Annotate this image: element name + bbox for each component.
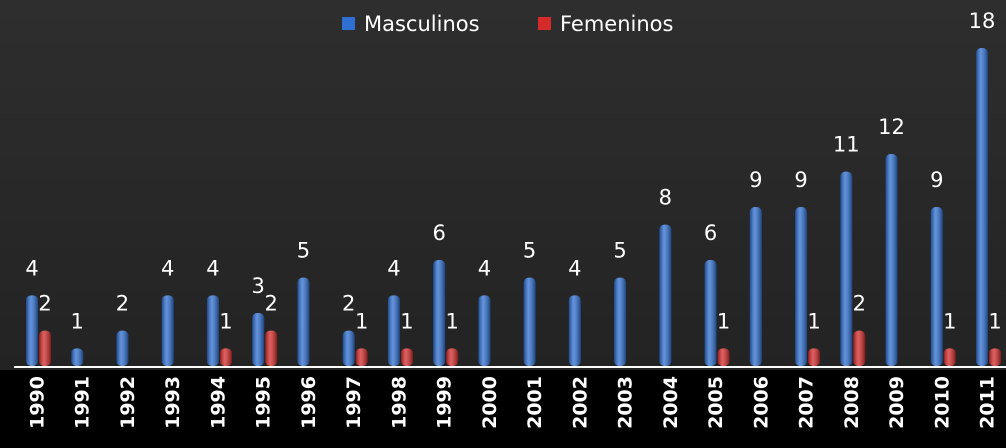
data-label: 1 <box>71 309 84 333</box>
data-label: 2 <box>265 292 278 316</box>
data-label: 1 <box>445 309 458 333</box>
data-label: 4 <box>25 256 38 280</box>
data-label: 9 <box>749 168 762 192</box>
bar-shade <box>26 295 38 366</box>
data-label: 11 <box>833 133 860 157</box>
x-tick-label: 2004 <box>660 376 682 429</box>
data-label: 4 <box>206 256 219 280</box>
bar-shade <box>39 330 51 366</box>
bar-shade <box>219 348 232 366</box>
bar-shade <box>749 207 762 366</box>
data-label: 1 <box>400 309 413 333</box>
x-tick-label: 1997 <box>343 376 365 429</box>
x-tick-label: 2008 <box>841 376 863 429</box>
legend-swatch <box>342 17 355 30</box>
data-label: 1 <box>943 309 956 333</box>
data-label: 2 <box>116 292 129 316</box>
bar-shade <box>704 260 717 366</box>
data-label: 4 <box>568 256 581 280</box>
data-label: 8 <box>659 186 672 210</box>
bar-shade <box>116 330 129 366</box>
data-label: 4 <box>161 256 174 280</box>
bar-shade <box>885 154 898 366</box>
data-label: 2 <box>342 292 355 316</box>
bar-shade <box>976 48 988 366</box>
bar-shade <box>943 348 956 366</box>
bar-shade <box>252 313 265 366</box>
x-tick-label: 1996 <box>298 376 320 429</box>
x-tick-label: 2001 <box>524 376 546 429</box>
bar-shade <box>206 295 219 366</box>
x-tick-label: 1995 <box>253 376 275 429</box>
bar-shade <box>853 330 866 366</box>
x-tick-label: 2011 <box>977 376 999 429</box>
x-tick-label: 2003 <box>615 376 637 429</box>
x-tick-label: 1994 <box>207 376 229 429</box>
data-label: 18 <box>969 9 996 33</box>
x-tick-label: 1998 <box>388 376 410 429</box>
bar-shade <box>930 207 943 366</box>
data-label: 5 <box>613 239 626 263</box>
bar-shade <box>71 348 84 366</box>
x-tick-label: 1999 <box>434 376 456 429</box>
bar-shade <box>297 277 310 366</box>
data-label: 4 <box>478 256 491 280</box>
x-tick-label: 1992 <box>117 376 139 429</box>
x-tick-label: 2002 <box>569 376 591 429</box>
data-label: 5 <box>523 239 536 263</box>
data-label: 12 <box>878 115 905 139</box>
x-tick-label: 2007 <box>796 376 818 429</box>
data-label: 1 <box>355 309 368 333</box>
bar-shade <box>342 330 355 366</box>
data-label: 1 <box>807 309 820 333</box>
data-label: 6 <box>704 221 717 245</box>
bar-shade <box>446 348 459 366</box>
bar-shade <box>808 348 821 366</box>
x-tick-label: 1993 <box>162 376 184 429</box>
data-label: 1 <box>717 309 730 333</box>
bar-shade <box>355 348 368 366</box>
legend-swatch <box>538 17 551 30</box>
bar-shade <box>387 295 400 366</box>
data-label: 1 <box>988 309 1001 333</box>
bar-shade <box>568 295 581 366</box>
bar-shade <box>795 207 808 366</box>
bar-shade <box>614 277 627 366</box>
data-label: 6 <box>432 221 445 245</box>
data-label: 1 <box>219 309 232 333</box>
bar-shade <box>161 295 174 366</box>
x-tick-label: 1990 <box>27 376 49 429</box>
legend-label: Femeninos <box>560 12 673 36</box>
bar-shade <box>989 348 1001 366</box>
data-label: 5 <box>297 239 310 263</box>
data-label: 2 <box>38 292 51 316</box>
bar-shade <box>265 330 278 366</box>
x-tick-label: 2010 <box>931 376 953 429</box>
data-label: 4 <box>387 256 400 280</box>
data-label: 2 <box>853 292 866 316</box>
data-label: 9 <box>930 168 943 192</box>
x-tick-label: 2005 <box>705 376 727 429</box>
x-tick-label: 1991 <box>72 376 94 429</box>
bar-shade <box>840 171 853 366</box>
x-tick-label: 2009 <box>886 376 908 429</box>
bar-shade <box>717 348 730 366</box>
bar-shade <box>659 224 672 366</box>
bar-shade <box>400 348 413 366</box>
data-label: 3 <box>252 274 265 298</box>
data-label: 9 <box>794 168 807 192</box>
bar-shade <box>433 260 446 366</box>
legend-label: Masculinos <box>364 12 480 36</box>
bar-shade <box>478 295 491 366</box>
x-tick-label: 2000 <box>479 376 501 429</box>
bar-shade <box>523 277 536 366</box>
x-tick-label: 2006 <box>750 376 772 429</box>
